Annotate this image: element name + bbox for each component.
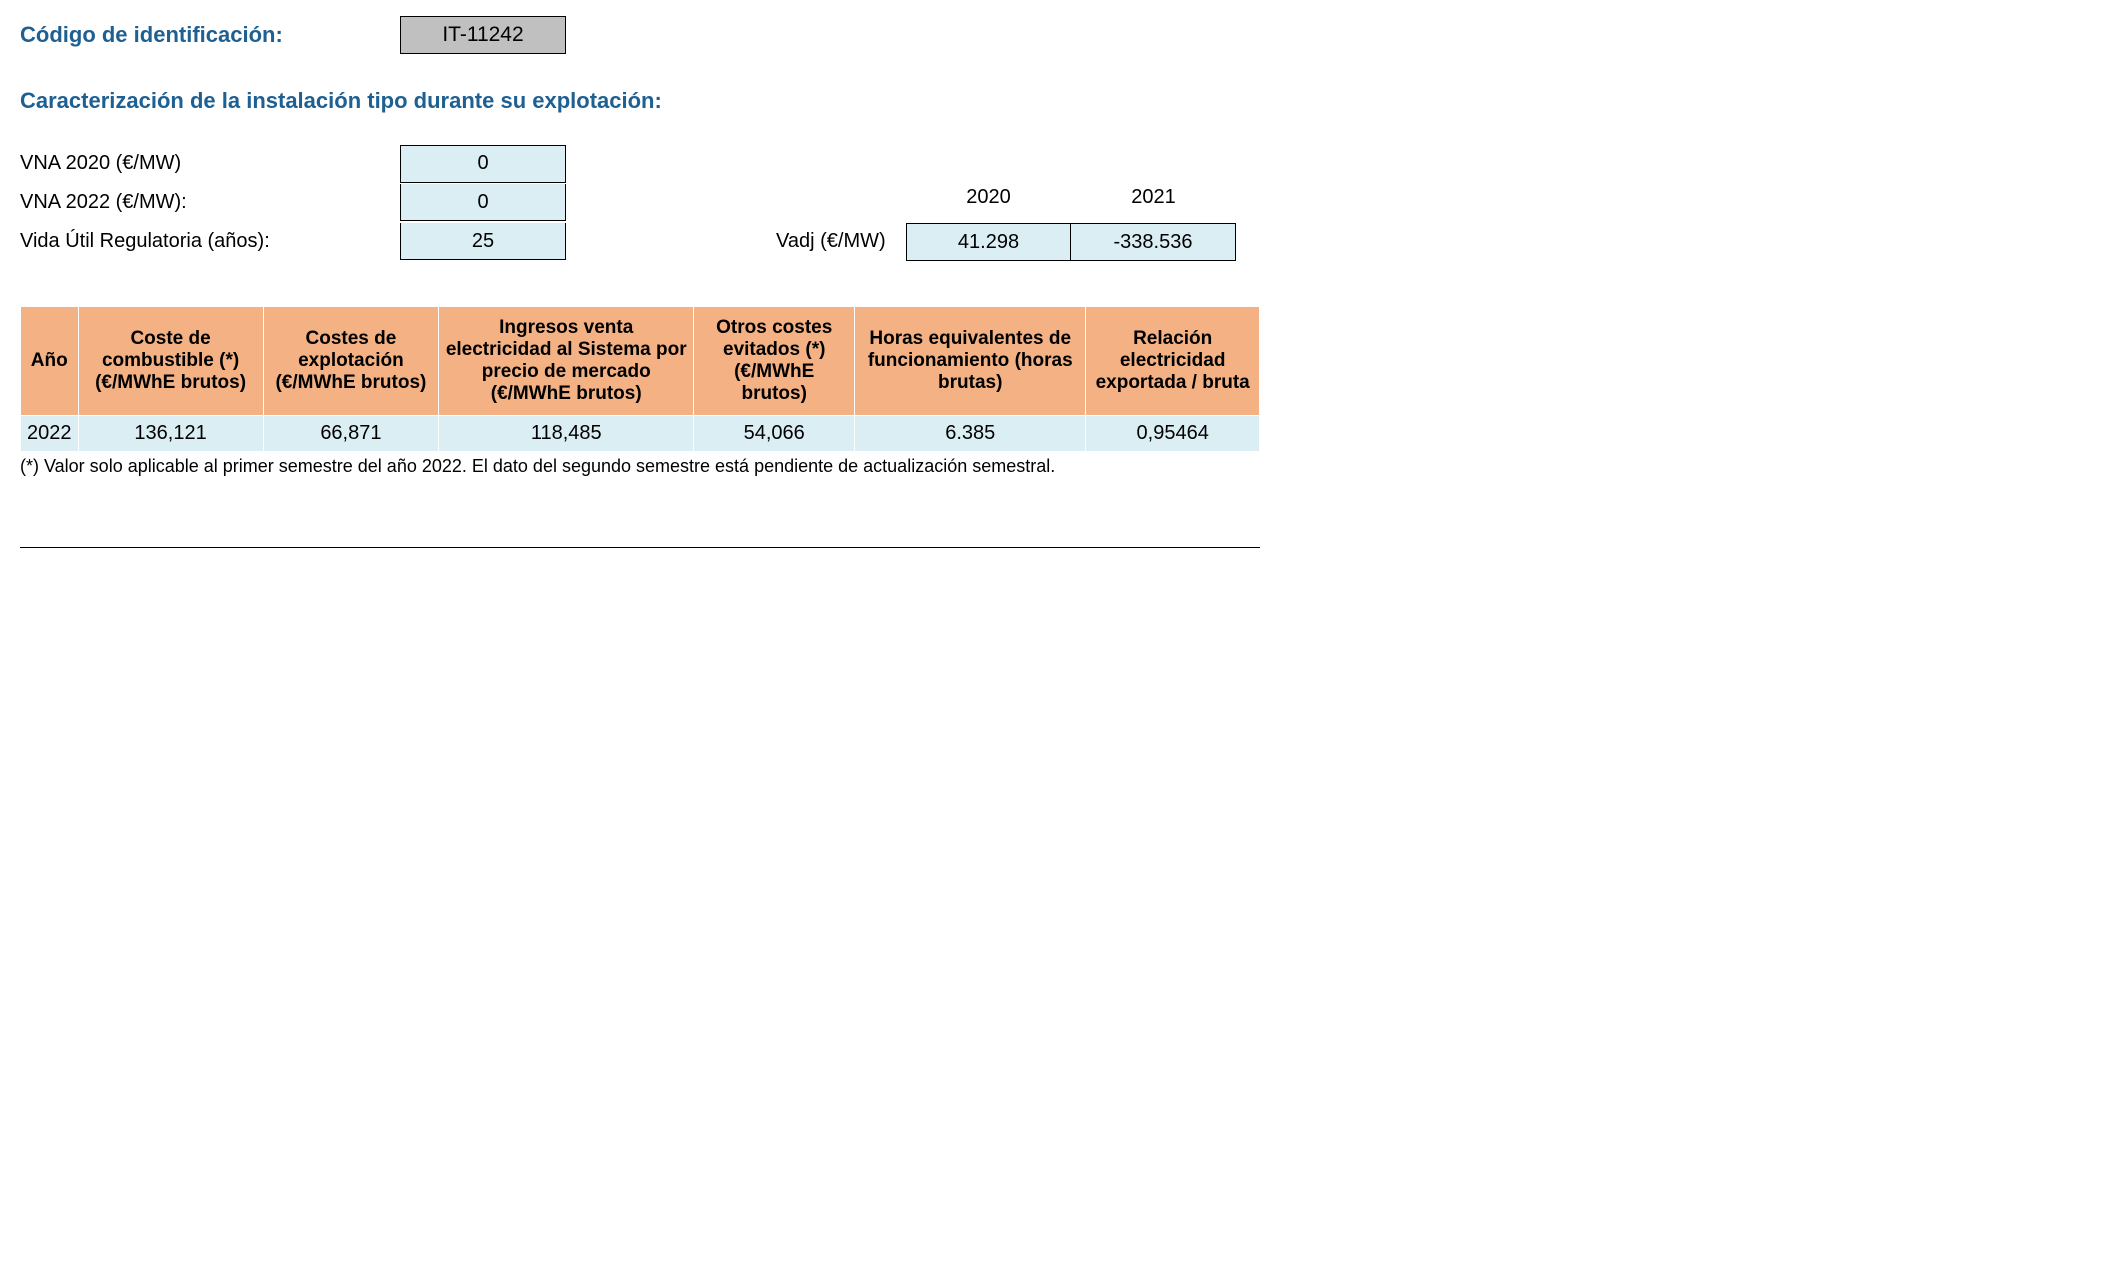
table-row: 2022 136,121 66,871 118,485 54,066 6.385… <box>21 416 1260 452</box>
subtitle: Caracterización de la instalación tipo d… <box>20 88 1260 114</box>
col-avoided: Otros costes evitados (*) (€/MWhE brutos… <box>694 307 855 416</box>
col-income: Ingresos venta electricidad al Sistema p… <box>439 307 694 416</box>
col-ratio: Relación electricidad exportada / bruta <box>1086 307 1260 416</box>
vadj-value-2: -338.536 <box>1071 223 1236 261</box>
id-value-box: IT-11242 <box>400 16 566 54</box>
vadj-col-1: 2020 41.298 <box>906 186 1071 261</box>
col-hours: Horas equivalentes de funcionamiento (ho… <box>855 307 1086 416</box>
vadj-year-2: 2021 <box>1071 186 1236 223</box>
cell-hours: 6.385 <box>855 416 1086 452</box>
vadj-block: Vadj (€/MW) 2020 41.298 2021 -338.536 <box>776 144 1236 261</box>
id-label: Código de identificación: <box>20 22 400 48</box>
id-value: IT-11242 <box>442 23 523 47</box>
vida-value: 25 <box>400 223 566 260</box>
cell-opex: 66,871 <box>263 416 439 452</box>
vadj-label: Vadj (€/MW) <box>776 230 906 261</box>
cell-fuel: 136,121 <box>78 416 263 452</box>
cell-ratio: 0,95464 <box>1086 416 1260 452</box>
col-fuel: Coste de combustible (*) (€/MWhE brutos) <box>78 307 263 416</box>
cell-year: 2022 <box>21 416 79 452</box>
params-block: VNA 2020 (€/MW) 0 VNA 2022 (€/MW): 0 Vid… <box>20 144 1260 261</box>
page: Código de identificación: IT-11242 Carac… <box>0 0 1280 568</box>
col-year: Año <box>21 307 79 416</box>
col-opex: Costes de explotación (€/MWhE brutos) <box>263 307 439 416</box>
vna2020-value: 0 <box>400 145 566 183</box>
cell-income: 118,485 <box>439 416 694 452</box>
vadj-value-1: 41.298 <box>906 223 1071 261</box>
vna2022-label: VNA 2022 (€/MW): <box>20 183 400 222</box>
main-table: Año Coste de combustible (*) (€/MWhE bru… <box>20 306 1260 452</box>
cell-avoided: 54,066 <box>694 416 855 452</box>
vna2022-value: 0 <box>400 184 566 221</box>
separator <box>20 547 1260 548</box>
footnote: (*) Valor solo aplicable al primer semes… <box>20 456 1260 477</box>
table-header-row: Año Coste de combustible (*) (€/MWhE bru… <box>21 307 1260 416</box>
id-row: Código de identificación: IT-11242 <box>20 16 1260 54</box>
vadj-year-1: 2020 <box>906 186 1071 223</box>
vna2020-label: VNA 2020 (€/MW) <box>20 144 400 183</box>
vida-label: Vida Útil Regulatoria (años): <box>20 222 400 261</box>
vadj-col-2: 2021 -338.536 <box>1071 186 1236 261</box>
